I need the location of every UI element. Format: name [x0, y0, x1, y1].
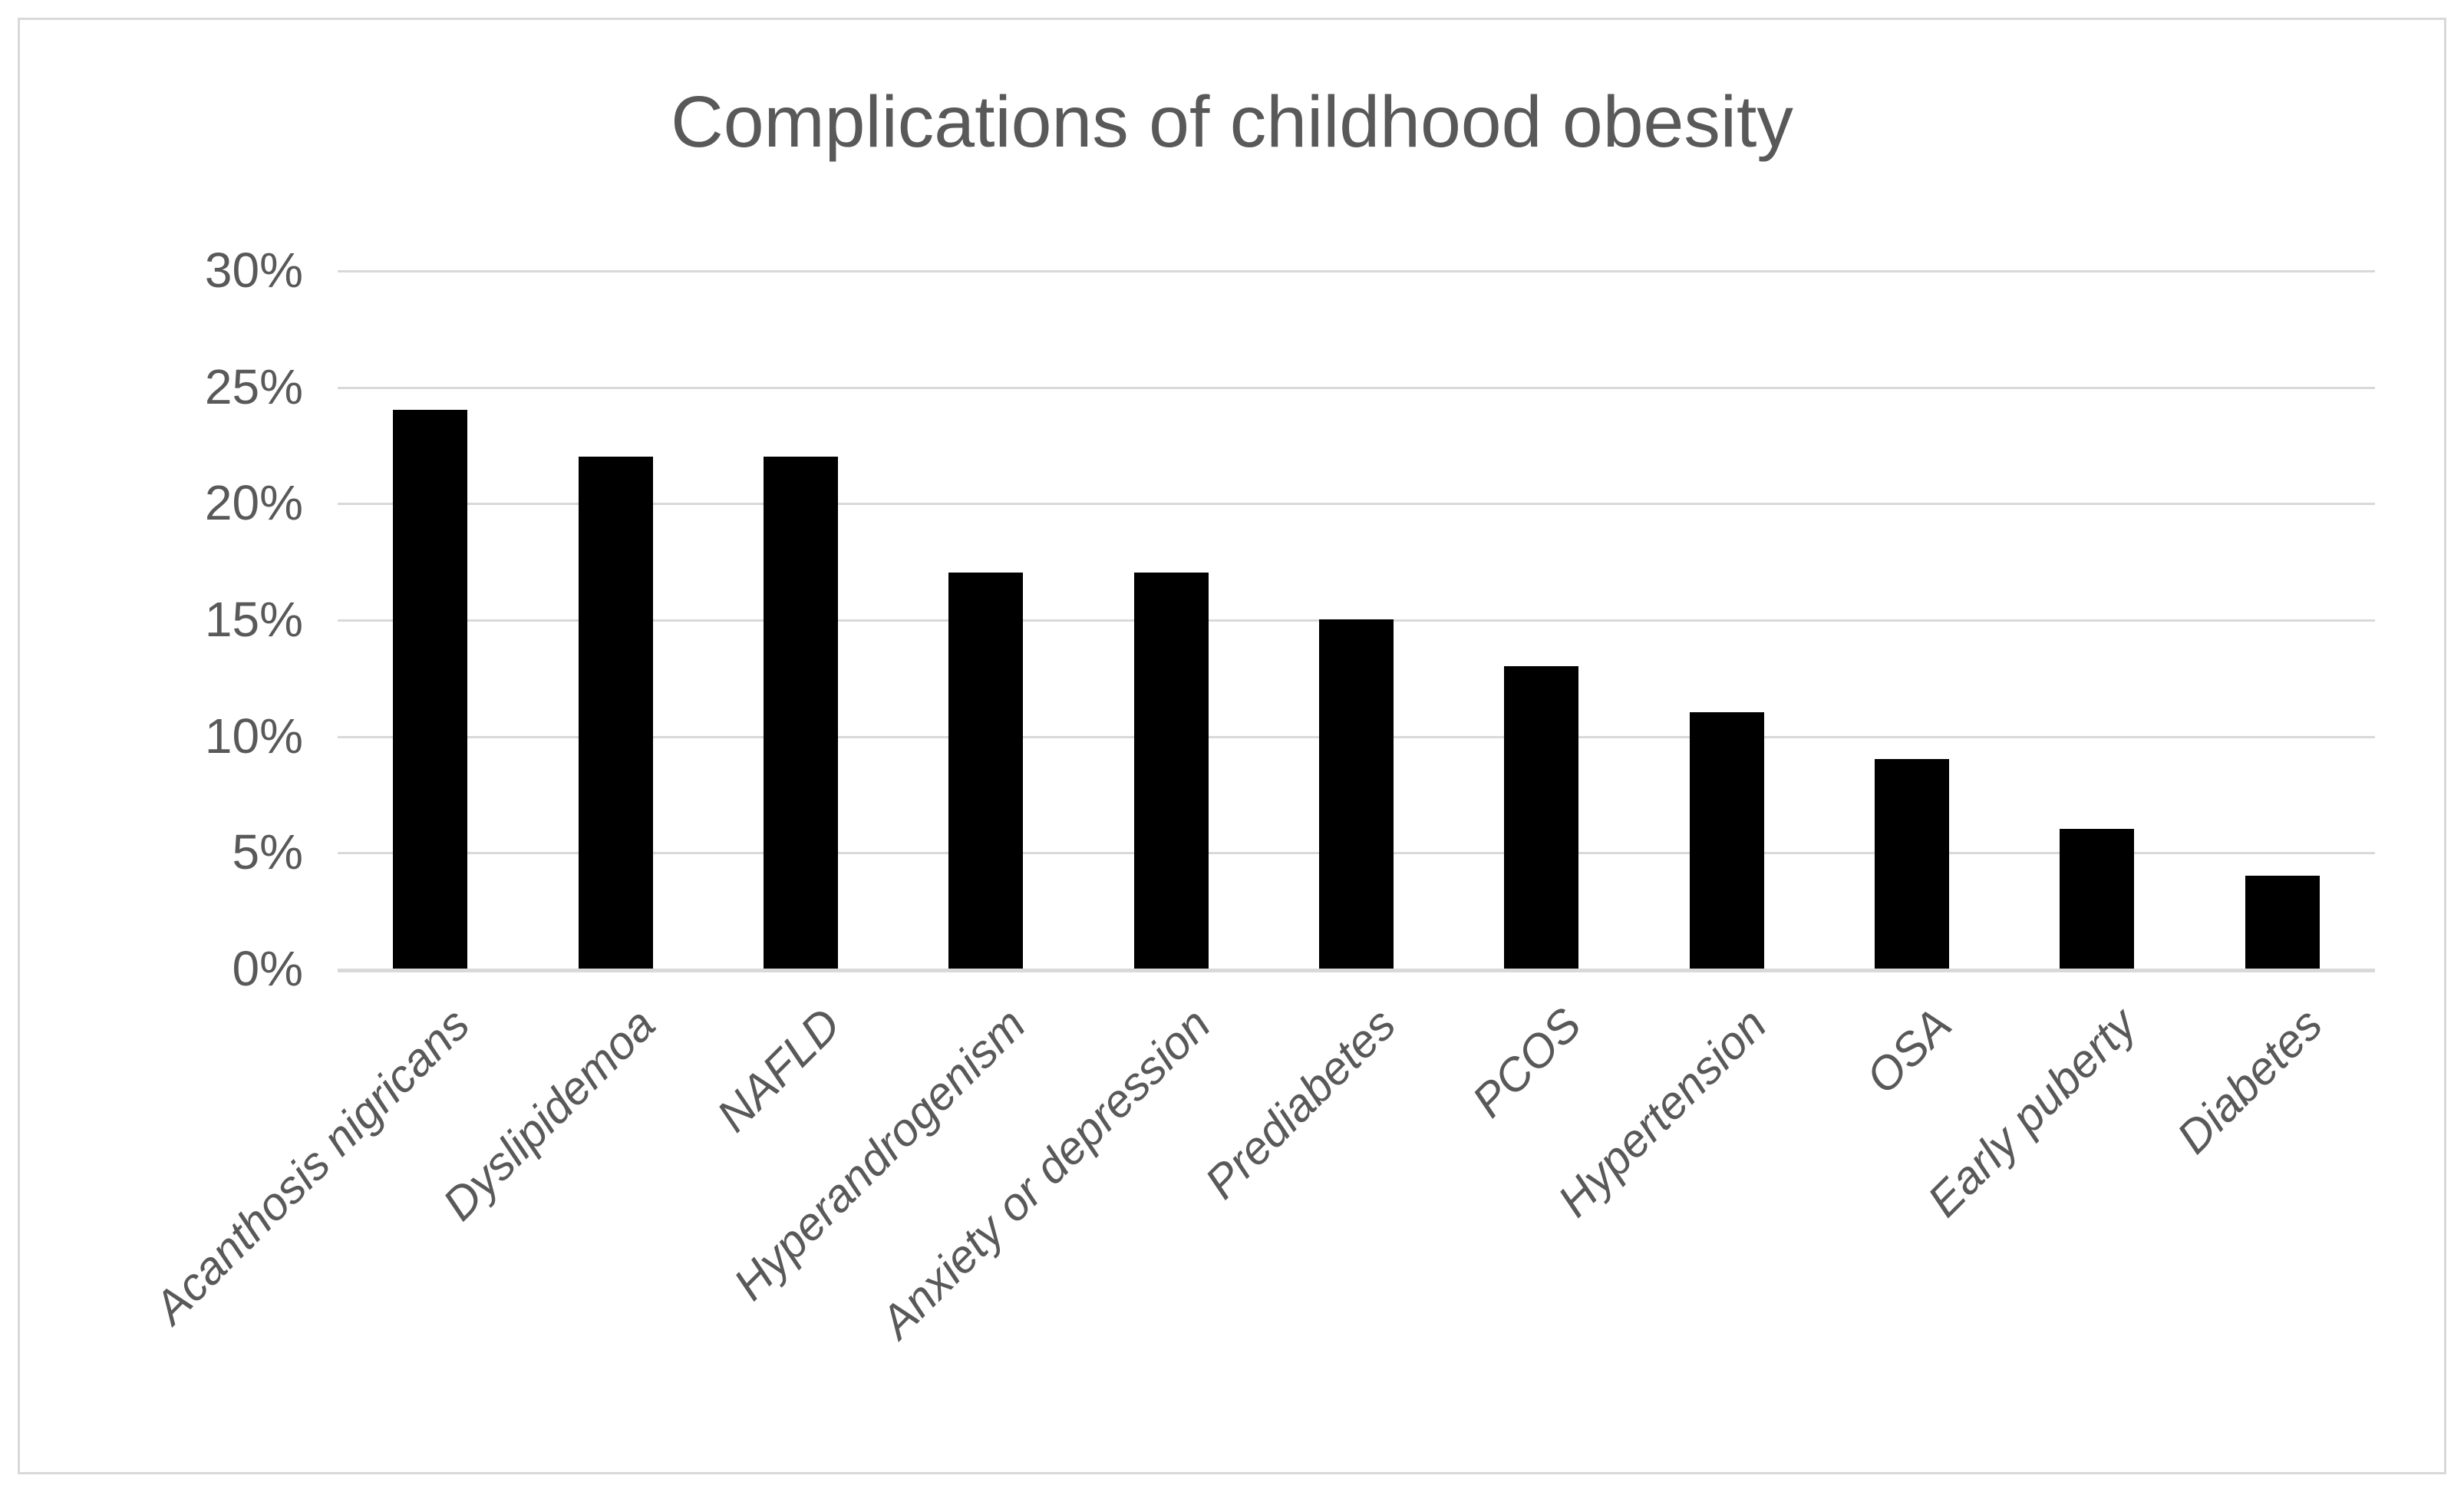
bar-prediabetes	[1319, 619, 1394, 969]
y-tick-label-10pct: 10%	[204, 708, 303, 764]
bar-pcos	[1504, 665, 1579, 969]
bar-early-puberty	[2060, 829, 2135, 969]
chart-title: Complications of childhood obesity	[671, 81, 1793, 163]
gridline-25pct	[338, 386, 2375, 389]
gridline-20pct	[338, 503, 2375, 506]
plot-area: 0% 5% 10% 15% 20% 25% 30% Acanthosis nigricans…	[144, 243, 2375, 1348]
bar-diabetes	[2245, 875, 2320, 969]
y-tick-label-20pct: 20%	[204, 475, 303, 531]
bar-hyperandrogenism	[948, 573, 1024, 969]
bar-dyslipidemoa	[578, 456, 653, 969]
bar-hypertension	[1689, 712, 1764, 969]
y-tick-label-0pct: 0%	[232, 941, 304, 996]
bar-nafld	[763, 456, 838, 969]
bar-anxiety-or-depression	[1133, 573, 1209, 969]
bar-osa	[1875, 759, 1950, 969]
y-tick-label-30pct: 30%	[204, 243, 303, 298]
gridline-30pct	[338, 270, 2375, 272]
bar-acanthosis-nigricans	[393, 410, 468, 969]
y-tick-label-25pct: 25%	[204, 358, 303, 414]
y-tick-label-5pct: 5%	[232, 824, 304, 880]
gridline-0pct	[338, 969, 2375, 972]
y-tick-label-15pct: 15%	[204, 592, 303, 647]
